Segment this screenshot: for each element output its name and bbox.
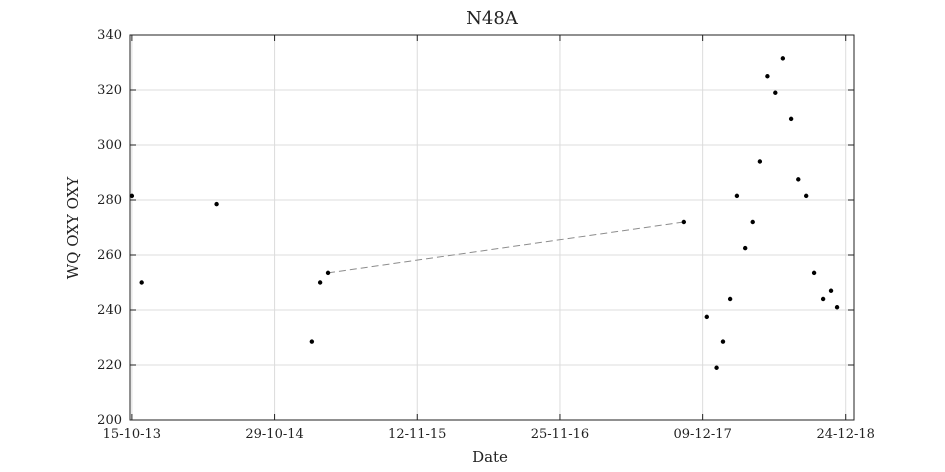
plot-frame bbox=[129, 34, 855, 421]
data-point bbox=[765, 74, 770, 79]
data-point bbox=[727, 296, 733, 302]
y-tick-label: 260 bbox=[97, 248, 122, 263]
data-point bbox=[129, 193, 135, 199]
data-point bbox=[704, 314, 709, 320]
data-point bbox=[742, 245, 748, 251]
data-point bbox=[681, 219, 687, 225]
y-tick-label: 200 bbox=[97, 413, 122, 428]
chart-title: N48A bbox=[466, 8, 519, 29]
y-tick-label: 220 bbox=[97, 358, 122, 373]
data-point bbox=[309, 339, 315, 344]
dashed-gap-line bbox=[327, 221, 684, 274]
y-axis-label: WQ OXY OXY bbox=[64, 176, 82, 280]
data-point bbox=[734, 193, 740, 199]
x-tick-label: 12-11-15 bbox=[388, 427, 446, 442]
y-tick-label: 300 bbox=[97, 138, 122, 153]
axis-ticks: 200 220 240 260 280 300 320 340 15-10-13 29-10-14… bbox=[97, 28, 875, 442]
data-point bbox=[834, 305, 840, 310]
y-tick-label: 340 bbox=[97, 28, 122, 43]
data-point bbox=[757, 159, 763, 164]
x-tick-label: 24-12-18 bbox=[817, 427, 875, 442]
y-tick-label: 320 bbox=[97, 83, 122, 98]
grid-lines bbox=[130, 35, 854, 420]
data-point bbox=[214, 201, 219, 207]
data-point bbox=[811, 270, 817, 276]
y-tick-label: 240 bbox=[97, 303, 122, 318]
data-point bbox=[788, 116, 794, 122]
data-point bbox=[714, 365, 719, 370]
data-series bbox=[129, 56, 840, 370]
x-axis-label: Date bbox=[472, 448, 508, 466]
data-point bbox=[750, 219, 755, 225]
data-point bbox=[780, 56, 786, 61]
data-point bbox=[317, 280, 323, 285]
data-point bbox=[325, 270, 331, 276]
data-point bbox=[139, 280, 144, 285]
y-tick-label: 280 bbox=[97, 193, 122, 208]
x-tick-label: 09-12-17 bbox=[673, 427, 731, 442]
x-tick-label: 25-11-16 bbox=[531, 427, 589, 442]
data-point bbox=[828, 288, 834, 293]
data-point bbox=[820, 296, 826, 302]
data-point bbox=[720, 339, 726, 344]
x-tick-label: 15-10-13 bbox=[103, 427, 161, 442]
x-tick-label: 29-10-14 bbox=[245, 427, 303, 442]
data-point bbox=[796, 177, 801, 182]
data-point bbox=[803, 193, 809, 199]
data-point bbox=[773, 90, 778, 95]
